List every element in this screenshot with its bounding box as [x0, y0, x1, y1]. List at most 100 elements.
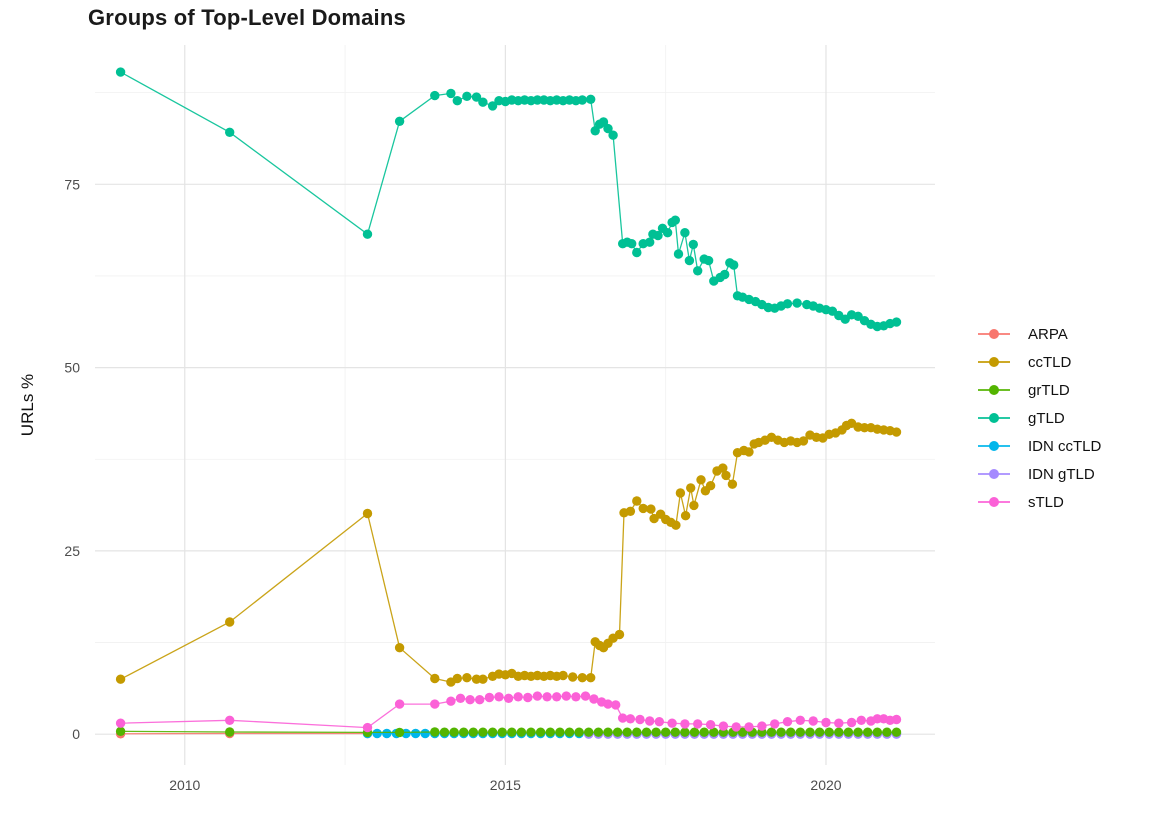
data-point — [612, 727, 623, 737]
data-point — [465, 695, 475, 705]
legend-label: IDN ccTLD — [1028, 437, 1102, 455]
legend-label: gTLD — [1028, 409, 1065, 427]
data-point — [731, 722, 741, 732]
data-point — [795, 727, 805, 737]
data-point — [689, 500, 699, 511]
data-point — [507, 727, 517, 737]
data-point — [452, 96, 462, 106]
data-point — [684, 255, 695, 266]
data-point — [671, 520, 681, 530]
data-point — [646, 504, 656, 514]
data-point — [705, 720, 716, 730]
y-tick-label: 25 — [64, 543, 80, 559]
data-point — [446, 696, 456, 706]
data-point — [891, 427, 902, 437]
data-point — [523, 692, 533, 703]
data-point — [564, 727, 575, 737]
data-point — [766, 727, 777, 737]
legend-item-grtld: grTLD — [978, 380, 1101, 400]
data-point — [455, 693, 466, 703]
data-point — [430, 90, 440, 101]
data-point — [462, 91, 472, 102]
data-point — [853, 727, 863, 737]
data-point — [362, 508, 373, 519]
data-point — [449, 727, 459, 737]
data-point — [798, 436, 809, 446]
data-point — [720, 269, 730, 280]
x-tick-label: 2020 — [810, 777, 841, 793]
data-point — [225, 617, 235, 627]
data-point — [439, 727, 450, 737]
legend-item-cctld: ccTLD — [978, 352, 1101, 372]
y-tick-label: 75 — [64, 176, 80, 192]
legend-item-stld: sTLD — [978, 492, 1101, 512]
data-point — [824, 727, 834, 737]
legend-label: sTLD — [1028, 493, 1064, 511]
legend-label: ARPA — [1028, 325, 1068, 343]
data-point — [673, 249, 684, 259]
data-point — [670, 215, 680, 225]
data-point — [225, 715, 235, 725]
data-point — [654, 717, 664, 727]
series-stld — [115, 691, 902, 733]
data-point — [362, 722, 373, 733]
data-point — [526, 727, 536, 737]
data-point — [558, 670, 568, 681]
data-point — [680, 719, 690, 729]
data-point — [555, 727, 565, 737]
data-point — [590, 126, 600, 136]
data-point — [776, 727, 786, 737]
data-point — [410, 728, 421, 739]
legend-item-gtld: gTLD — [978, 408, 1101, 428]
data-point — [420, 728, 430, 739]
data-point — [744, 447, 754, 457]
data-point — [115, 726, 126, 736]
data-point — [834, 727, 844, 737]
data-point — [680, 511, 691, 521]
data-point — [686, 483, 696, 493]
y-tick-label: 0 — [72, 726, 80, 742]
data-point — [614, 629, 625, 640]
data-point — [622, 727, 632, 737]
data-point — [645, 716, 655, 726]
data-point — [667, 718, 677, 728]
data-point — [846, 717, 857, 728]
data-point — [394, 643, 405, 653]
data-point — [891, 727, 902, 737]
data-point — [709, 727, 719, 737]
data-point — [696, 475, 706, 485]
data-point — [115, 67, 126, 77]
data-point — [494, 692, 504, 702]
data-point — [598, 117, 609, 127]
data-point — [382, 728, 392, 739]
chart-title: Groups of Top-Level Domains — [88, 5, 406, 30]
data-point — [478, 674, 488, 684]
data-point — [618, 713, 628, 723]
data-point — [638, 503, 648, 514]
data-point — [863, 727, 873, 737]
data-point — [586, 94, 596, 105]
data-point — [452, 673, 462, 684]
data-point — [653, 230, 663, 241]
data-point — [808, 716, 818, 726]
data-point — [503, 693, 514, 703]
data-point — [535, 727, 546, 737]
data-point — [729, 260, 739, 270]
legend-label: grTLD — [1028, 381, 1070, 399]
data-point — [574, 727, 584, 737]
data-point — [727, 479, 738, 489]
legend-item-arpa: ARPA — [978, 324, 1101, 344]
data-point — [627, 239, 637, 249]
data-point — [670, 727, 680, 737]
data-point — [675, 488, 686, 498]
data-point — [872, 727, 882, 737]
data-point — [680, 228, 690, 238]
data-point — [744, 722, 754, 732]
legend-key-icon — [978, 492, 1010, 512]
data-point — [394, 116, 405, 127]
data-point — [680, 727, 690, 737]
data-point — [552, 692, 562, 702]
data-point — [625, 506, 636, 516]
